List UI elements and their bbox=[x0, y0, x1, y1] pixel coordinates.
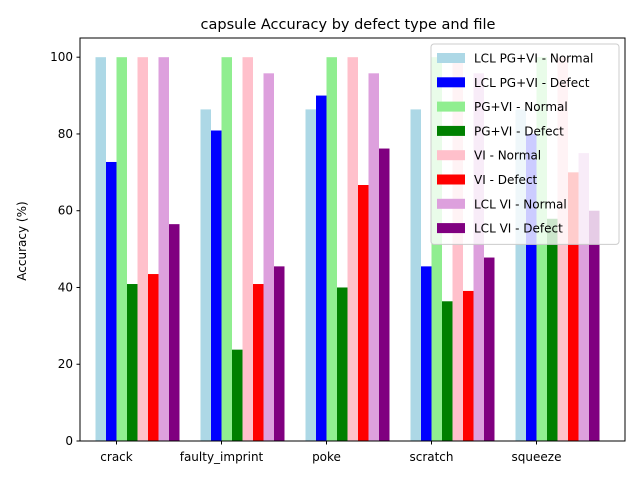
bar-scratch-lcl-pg-vi-normal bbox=[410, 109, 421, 441]
bar-faulty_imprint-pg-vi-defect bbox=[232, 349, 243, 441]
legend-swatch bbox=[437, 77, 465, 88]
bar-poke-pg-vi-normal bbox=[326, 57, 337, 441]
bar-poke-vi-normal bbox=[347, 57, 358, 441]
y-tick-label: 80 bbox=[58, 127, 73, 141]
bar-squeeze-pg-vi-defect bbox=[547, 218, 558, 441]
x-tick-label-crack: crack bbox=[100, 450, 132, 464]
y-tick-label: 100 bbox=[50, 50, 73, 64]
bar-squeeze-vi-normal bbox=[557, 57, 568, 441]
bar-faulty_imprint-lcl-pg-vi-normal bbox=[200, 109, 211, 441]
y-tick-label: 60 bbox=[58, 204, 73, 218]
bar-poke-lcl-vi-defect bbox=[379, 148, 390, 442]
bar-crack-vi-defect bbox=[148, 274, 159, 441]
bar-faulty_imprint-pg-vi-normal bbox=[221, 57, 232, 441]
bar-poke-lcl-vi-normal bbox=[368, 73, 379, 441]
chart-title: capsule Accuracy by defect type and file bbox=[201, 17, 496, 33]
bar-scratch-pg-vi-defect bbox=[442, 301, 453, 441]
bar-scratch-lcl-vi-normal bbox=[473, 73, 484, 441]
bar-faulty_imprint-lcl-vi-normal bbox=[263, 73, 274, 441]
bar-faulty_imprint-vi-normal bbox=[242, 57, 253, 441]
legend-swatch bbox=[437, 198, 465, 209]
legend-swatch bbox=[437, 150, 465, 161]
bar-squeeze-lcl-pg-vi-normal bbox=[515, 109, 526, 441]
bar-crack-lcl-vi-defect bbox=[169, 224, 180, 441]
bar-faulty_imprint-lcl-pg-vi-defect bbox=[211, 130, 222, 441]
plot-frame bbox=[79, 37, 626, 442]
bar-scratch-vi-normal bbox=[452, 57, 463, 441]
bar-poke-lcl-pg-vi-defect bbox=[316, 95, 327, 441]
legend-label: LCL VI - Defect bbox=[474, 222, 563, 236]
y-tick-label: 20 bbox=[58, 357, 73, 371]
legend-label: PG+VI - Defect bbox=[474, 124, 564, 138]
legend-swatch bbox=[437, 101, 465, 112]
bar-crack-pg-vi-defect bbox=[127, 284, 138, 441]
axes-layer: 0 20 40 60 80 100 crack faulty_imprint poke scrat… bbox=[50, 37, 626, 464]
bar-squeeze-lcl-pg-vi-defect bbox=[526, 133, 537, 441]
legend-label: LCL PG+VI - Defect bbox=[474, 76, 590, 90]
bar-faulty_imprint-vi-defect bbox=[253, 284, 264, 441]
y-tick-label: 40 bbox=[58, 280, 73, 294]
x-tick-label-faulty_imprint: faulty_imprint bbox=[180, 450, 264, 464]
legend-swatch bbox=[437, 53, 465, 63]
bar-squeeze-vi-defect bbox=[568, 172, 579, 441]
legend: LCL PG+VI - Normal LCL PG+VI - Defect PG+V… bbox=[430, 43, 620, 245]
bar-scratch-lcl-vi-defect bbox=[484, 257, 495, 441]
bar-poke-pg-vi-defect bbox=[337, 287, 348, 441]
bar-crack-lcl-vi-normal bbox=[158, 57, 169, 441]
x-tick-label-scratch: scratch bbox=[409, 450, 453, 464]
bar-scratch-vi-defect bbox=[463, 290, 474, 441]
legend-label: VI - Normal bbox=[474, 149, 541, 163]
x-tick-label-squeeze: squeeze bbox=[512, 450, 562, 464]
x-tick-label-poke: poke bbox=[312, 450, 341, 464]
bar-crack-lcl-pg-vi-defect bbox=[106, 161, 117, 441]
bar-poke-vi-defect bbox=[358, 185, 369, 441]
legend-label: LCL VI - Normal bbox=[474, 197, 567, 211]
legend-swatch bbox=[437, 174, 465, 185]
legend-swatch bbox=[437, 125, 465, 136]
bar-squeeze-lcl-vi-defect bbox=[589, 210, 600, 441]
legend-label: PG+VI - Normal bbox=[474, 100, 568, 114]
y-axis-label: Accuracy (%) bbox=[15, 201, 29, 280]
legend-label: LCL PG+VI - Normal bbox=[474, 52, 593, 66]
bar-scratch-pg-vi-normal bbox=[431, 57, 442, 441]
legend-label: VI - Defect bbox=[474, 173, 538, 187]
bar-poke-lcl-pg-vi-normal bbox=[305, 109, 316, 441]
bar-squeeze-lcl-vi-normal bbox=[578, 153, 589, 441]
legend-box bbox=[430, 43, 620, 245]
bar-faulty_imprint-lcl-vi-defect bbox=[274, 266, 285, 441]
bar-crack-lcl-pg-vi-normal bbox=[95, 57, 106, 441]
bar-crack-pg-vi-normal bbox=[116, 57, 127, 441]
y-tick-label: 0 bbox=[65, 434, 73, 448]
bar-crack-vi-normal bbox=[137, 57, 148, 441]
bar-scratch-lcl-pg-vi-defect bbox=[421, 266, 432, 441]
legend-swatch bbox=[437, 223, 465, 234]
bars-layer bbox=[95, 57, 600, 442]
bar-squeeze-pg-vi-normal bbox=[536, 57, 547, 441]
